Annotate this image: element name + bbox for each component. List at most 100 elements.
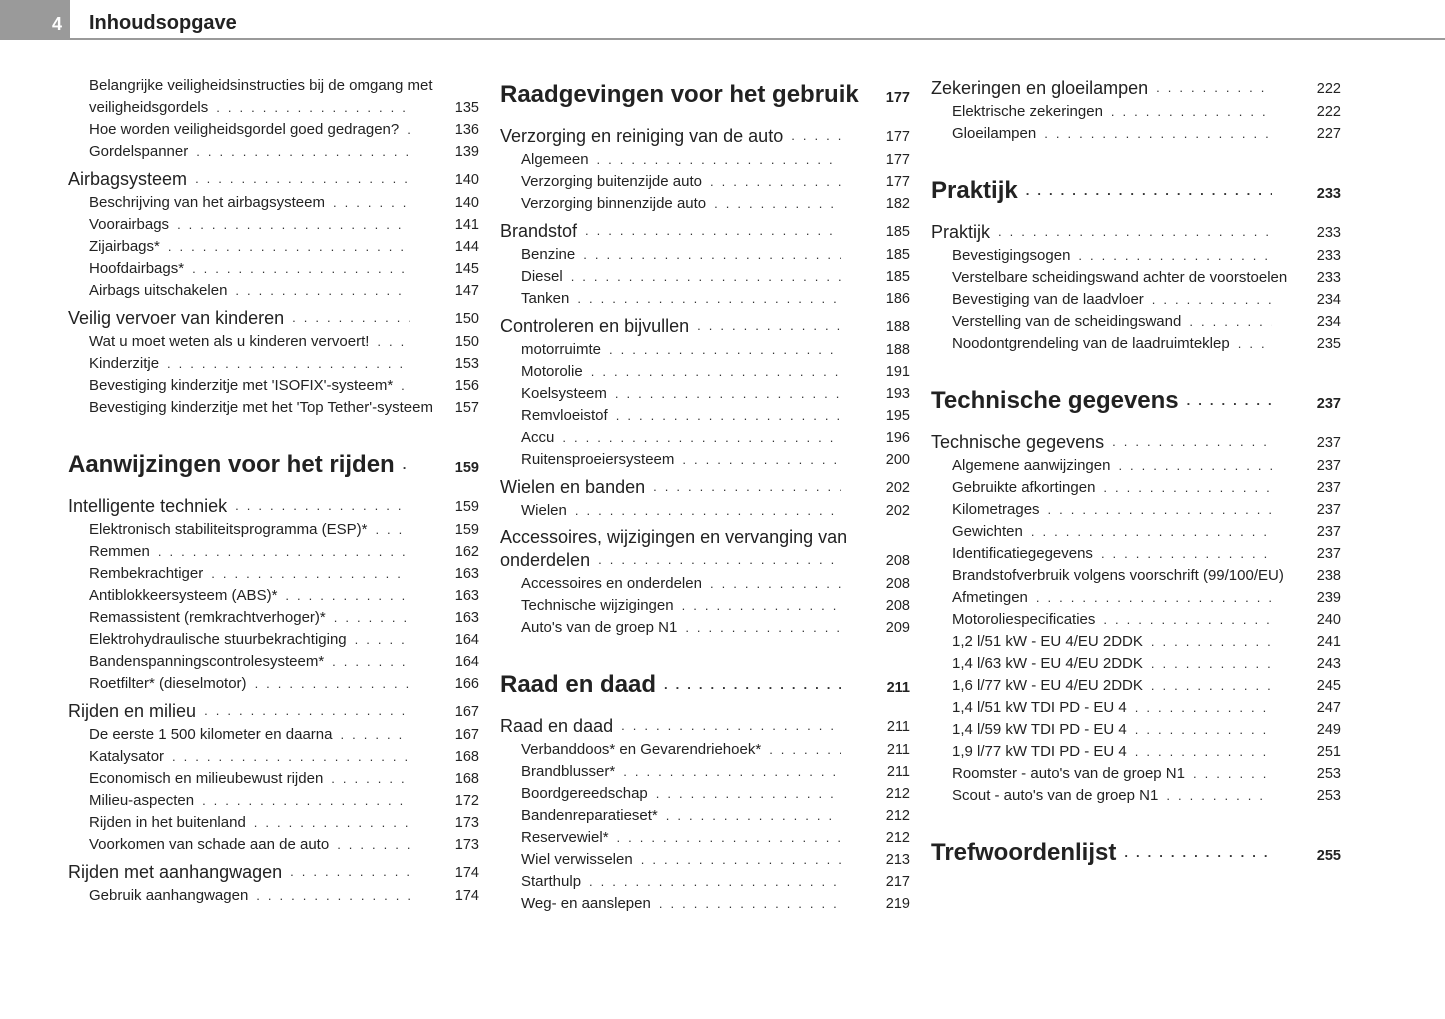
toc-entry[interactable]: Noodontgrendeling van de laadruimteklep … xyxy=(931,333,1341,355)
toc-chapter[interactable]: Aanwijzingen voor het rijden . . . . . .… xyxy=(68,445,479,485)
toc-entry[interactable]: Gebruik aanhangwagen . . . . . . . . . .… xyxy=(68,885,479,907)
toc-section[interactable]: Wielen en banden . . . . . . . . . . . .… xyxy=(500,474,910,500)
toc-entry[interactable]: Bevestigingsogen . . . . . . . . . . . .… xyxy=(931,245,1341,267)
toc-entry[interactable]: Auto's van de groep N1 . . . . . . . . .… xyxy=(500,617,910,639)
toc-entry[interactable]: Bevestiging van de laadvloer . . . . . .… xyxy=(931,289,1341,311)
toc-entry[interactable]: Boordgereedschap . . . . . . . . . . . .… xyxy=(500,783,910,805)
toc-entry[interactable]: Beschrijving van het airbagsysteem . . .… xyxy=(68,192,479,214)
toc-section[interactable]: Raad en daad . . . . . . . . . . . . . .… xyxy=(500,713,910,739)
toc-entry[interactable]: Accessoires en onderdelen . . . . . . . … xyxy=(500,573,910,595)
toc-entry[interactable]: Gordelspanner . . . . . . . . . . . . . … xyxy=(68,141,479,163)
toc-entry[interactable]: Verzorging buitenzijde auto . . . . . . … xyxy=(500,171,910,193)
toc-section[interactable]: Veilig vervoer van kinderen . . . . . . … xyxy=(68,305,479,331)
toc-entry[interactable]: Roomster - auto's van de groep N1 . . . … xyxy=(931,763,1341,785)
toc-chapter[interactable]: Trefwoordenlijst . . . . . . . . . . . .… xyxy=(931,833,1341,873)
toc-entry[interactable]: 1,9 l/77 kW TDI PD - EU 4 . . . . . . . … xyxy=(931,741,1341,763)
toc-section[interactable]: Rijden en milieu . . . . . . . . . . . .… xyxy=(68,698,479,724)
toc-section[interactable]: Praktijk . . . . . . . . . . . . . . . .… xyxy=(931,219,1341,245)
toc-chapter[interactable]: Raad en daad . . . . . . . . . . . . . .… xyxy=(500,665,910,705)
toc-entry[interactable]: Airbags uitschakelen . . . . . . . . . .… xyxy=(68,280,479,302)
toc-entry[interactable]: Reservewiel* . . . . . . . . . . . . . .… xyxy=(500,827,910,849)
toc-entry[interactable]: Technische wijzigingen . . . . . . . . .… xyxy=(500,595,910,617)
toc-entry[interactable]: Accu . . . . . . . . . . . . . . . . . .… xyxy=(500,427,910,449)
toc-entry[interactable]: Verbanddoos* en Gevarendriehoek* . . . .… xyxy=(500,739,910,761)
toc-entry[interactable]: Benzine . . . . . . . . . . . . . . . . … xyxy=(500,244,910,266)
toc-entry[interactable]: 1,2 l/51 kW - EU 4/EU 2DDK . . . . . . .… xyxy=(931,631,1341,653)
toc-entry[interactable]: 1,4 l/63 kW - EU 4/EU 2DDK . . . . . . .… xyxy=(931,653,1341,675)
toc-entry[interactable]: Algemeen . . . . . . . . . . . . . . . .… xyxy=(500,149,910,171)
toc-section[interactable]: onderdelen . . . . . . . . . . . . . . .… xyxy=(500,547,910,573)
toc-section[interactable]: Rijden met aanhangwagen . . . . . . . . … xyxy=(68,859,479,885)
toc-entry[interactable]: Gewichten . . . . . . . . . . . . . . . … xyxy=(931,521,1341,543)
toc-entry[interactable]: Weg- en aanslepen . . . . . . . . . . . … xyxy=(500,893,910,915)
toc-section[interactable]: Technische gegevens . . . . . . . . . . … xyxy=(931,429,1341,455)
toc-entry[interactable]: Elektrohydraulische stuurbekrachtiging .… xyxy=(68,629,479,651)
toc-entry[interactable]: Ruitensproeiersysteem . . . . . . . . . … xyxy=(500,449,910,471)
toc-entry[interactable]: Elektronisch stabiliteitsprogramma (ESP)… xyxy=(68,519,479,541)
toc-section[interactable]: Airbagsysteem . . . . . . . . . . . . . … xyxy=(68,166,479,192)
toc-entry[interactable]: Kilometrages . . . . . . . . . . . . . .… xyxy=(931,499,1341,521)
dot-leader: . . . . . . . . . . . . . . . . . . . . … xyxy=(682,452,841,467)
toc-entry[interactable]: Verstelbare scheidingswand achter de voo… xyxy=(931,267,1341,289)
toc-entry[interactable]: Milieu-aspecten . . . . . . . . . . . . … xyxy=(68,790,479,812)
toc-section[interactable]: Zekeringen en gloeilampen . . . . . . . … xyxy=(931,75,1341,101)
toc-entry[interactable]: 1,4 l/59 kW TDI PD - EU 4 . . . . . . . … xyxy=(931,719,1341,741)
toc-entry[interactable]: motorruimte . . . . . . . . . . . . . . … xyxy=(500,339,910,361)
toc-entry[interactable]: Identificatiegegevens . . . . . . . . . … xyxy=(931,543,1341,565)
toc-entry[interactable]: De eerste 1 500 kilometer en daarna . . … xyxy=(68,724,479,746)
toc-chapter[interactable]: Technische gegevens . . . . . . . . . . … xyxy=(931,381,1341,421)
toc-section[interactable]: Verzorging en reiniging van de auto . . … xyxy=(500,123,910,149)
toc-entry[interactable]: Hoofdairbags* . . . . . . . . . . . . . … xyxy=(68,258,479,280)
entry-title: Noodontgrendeling van de laadruimteklep xyxy=(952,335,1230,352)
toc-entry[interactable]: Afmetingen . . . . . . . . . . . . . . .… xyxy=(931,587,1341,609)
toc-entry[interactable]: 1,4 l/51 kW TDI PD - EU 4 . . . . . . . … xyxy=(931,697,1341,719)
toc-entry[interactable]: Kinderzitje . . . . . . . . . . . . . . … xyxy=(68,353,479,375)
toc-entry[interactable]: Bandenspanningscontrolesysteem* . . . . … xyxy=(68,651,479,673)
toc-entry[interactable]: Scout - auto's van de groep N1 . . . . .… xyxy=(931,785,1341,807)
toc-entry[interactable]: Remvloeistof . . . . . . . . . . . . . .… xyxy=(500,405,910,427)
toc-entry[interactable]: Verstelling van de scheidingswand . . . … xyxy=(931,311,1341,333)
toc-chapter[interactable]: Raadgevingen voor het gebruik . . . . . … xyxy=(500,75,910,115)
entry-title: Rijden en milieu xyxy=(68,701,197,721)
toc-entry[interactable]: Roetfilter* (dieselmotor) . . . . . . . … xyxy=(68,673,479,695)
toc-entry[interactable]: Katalysator . . . . . . . . . . . . . . … xyxy=(68,746,479,768)
toc-entry[interactable]: Tanken . . . . . . . . . . . . . . . . .… xyxy=(500,288,910,310)
toc-entry[interactable]: Remassistent (remkrachtverhoger)* . . . … xyxy=(68,607,479,629)
toc-entry[interactable]: Starthulp . . . . . . . . . . . . . . . … xyxy=(500,871,910,893)
entry-page-number: 237 xyxy=(1316,502,1341,518)
toc-section[interactable]: Controleren en bijvullen . . . . . . . .… xyxy=(500,313,910,339)
toc-entry[interactable]: 1,6 l/77 kW - EU 4/EU 2DDK . . . . . . .… xyxy=(931,675,1341,697)
toc-entry[interactable]: Verzorging binnenzijde auto . . . . . . … xyxy=(500,193,910,215)
toc-entry[interactable]: Wiel verwisselen . . . . . . . . . . . .… xyxy=(500,849,910,871)
toc-entry-line[interactable]: Belangrijke veiligheidsinstructies bij d… xyxy=(89,77,433,94)
toc-section[interactable]: Brandstof . . . . . . . . . . . . . . . … xyxy=(500,218,910,244)
toc-entry[interactable]: Motorolie . . . . . . . . . . . . . . . … xyxy=(500,361,910,383)
toc-entry[interactable]: Remmen . . . . . . . . . . . . . . . . .… xyxy=(68,541,479,563)
toc-entry[interactable]: Diesel . . . . . . . . . . . . . . . . .… xyxy=(500,266,910,288)
toc-entry[interactable]: Algemene aanwijzingen . . . . . . . . . … xyxy=(931,455,1341,477)
toc-entry-line[interactable]: Accessoires, wijzigingen en vervanging v… xyxy=(500,527,848,547)
toc-entry[interactable]: Bevestiging kinderzitje met 'ISOFIX'-sys… xyxy=(68,375,479,397)
toc-entry[interactable]: Motoroliespecificaties . . . . . . . . .… xyxy=(931,609,1341,631)
toc-entry[interactable]: Elektrische zekeringen . . . . . . . . .… xyxy=(931,101,1341,123)
toc-entry[interactable]: Bevestiging kinderzitje met het 'Top Tet… xyxy=(68,397,479,419)
toc-entry[interactable]: Voorairbags . . . . . . . . . . . . . . … xyxy=(68,214,479,236)
toc-entry[interactable]: Koelsysteem . . . . . . . . . . . . . . … xyxy=(500,383,910,405)
toc-entry[interactable]: veiligheidsgordels . . . . . . . . . . .… xyxy=(68,97,479,119)
toc-chapter[interactable]: Praktijk . . . . . . . . . . . . . . . .… xyxy=(931,171,1341,211)
toc-entry[interactable]: Rijden in het buitenland . . . . . . . .… xyxy=(68,812,479,834)
toc-entry[interactable]: Gebruikte afkortingen . . . . . . . . . … xyxy=(931,477,1341,499)
toc-entry[interactable]: Bandenreparatieset* . . . . . . . . . . … xyxy=(500,805,910,827)
toc-entry[interactable]: Brandstofverbruik volgens voorschrift (9… xyxy=(931,565,1341,587)
toc-entry[interactable]: Brandblusser* . . . . . . . . . . . . . … xyxy=(500,761,910,783)
toc-entry[interactable]: Wat u moet weten als u kinderen vervoert… xyxy=(68,331,479,353)
toc-entry[interactable]: Rembekrachtiger . . . . . . . . . . . . … xyxy=(68,563,479,585)
toc-section[interactable]: Intelligente techniek . . . . . . . . . … xyxy=(68,493,479,519)
toc-entry[interactable]: Antiblokkeersysteem (ABS)* . . . . . . .… xyxy=(68,585,479,607)
toc-entry[interactable]: Wielen . . . . . . . . . . . . . . . . .… xyxy=(500,500,910,522)
toc-entry[interactable]: Zijairbags* . . . . . . . . . . . . . . … xyxy=(68,236,479,258)
toc-entry[interactable]: Economisch en milieubewust rijden . . . … xyxy=(68,768,479,790)
toc-entry[interactable]: Gloeilampen . . . . . . . . . . . . . . … xyxy=(931,123,1341,145)
toc-entry[interactable]: Hoe worden veiligheidsgordel goed gedrag… xyxy=(68,119,479,141)
toc-entry[interactable]: Voorkomen van schade aan de auto . . . .… xyxy=(68,834,479,856)
